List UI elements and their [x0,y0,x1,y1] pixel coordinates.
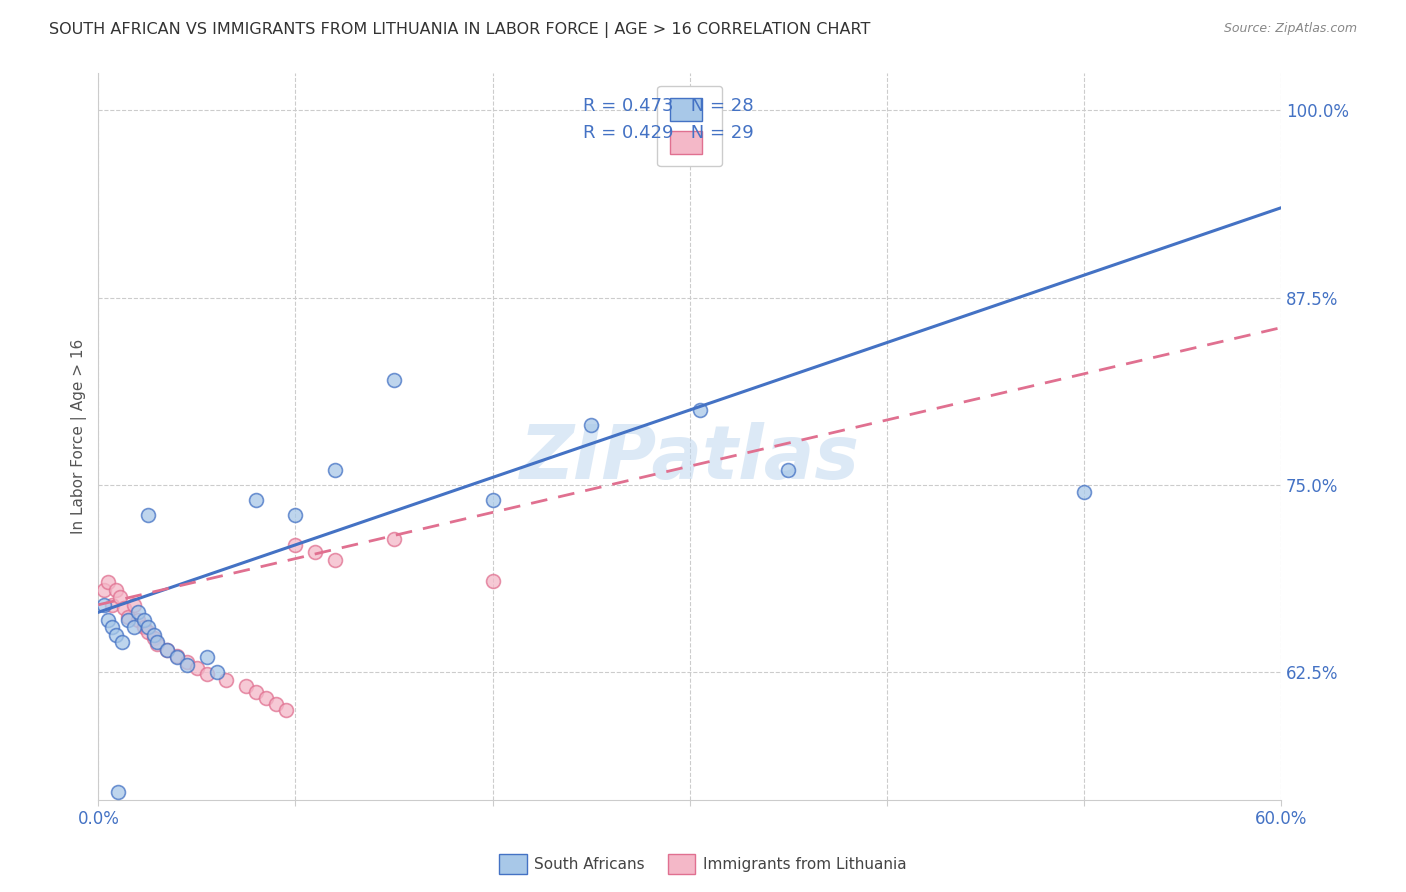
Text: R = 0.429   N = 29: R = 0.429 N = 29 [583,124,754,142]
Point [146,635,169,649]
Text: ZIPatlas: ZIPatlas [520,422,859,494]
Point [136,508,159,522]
Point [108,591,131,605]
Point [323,553,346,567]
Point [245,684,267,698]
Point [176,655,198,669]
Text: R = 0.473   N = 28: R = 0.473 N = 28 [583,96,754,115]
Point [1073,485,1095,500]
Point [304,545,326,559]
Legend: , : , [657,86,723,166]
Point [205,665,228,680]
Point [122,620,145,634]
Point [112,600,135,615]
Point [132,620,155,634]
Point [132,613,155,627]
Point [97,613,120,627]
Text: Source: ZipAtlas.com: Source: ZipAtlas.com [1223,22,1357,36]
Point [101,620,124,634]
Point [142,628,165,642]
Point [142,631,165,645]
Point [166,650,188,665]
Point [778,463,800,477]
Point [186,661,208,675]
Point [481,492,503,507]
Point [111,635,134,649]
Point [284,508,307,522]
Legend: South Africans, Immigrants from Lithuania: South Africans, Immigrants from Lithuani… [494,848,912,880]
Point [127,605,149,619]
Point [284,538,307,552]
Point [127,613,149,627]
Point [156,642,179,657]
Point [323,463,346,477]
Point [254,690,277,705]
Point [107,785,129,799]
Point [245,492,267,507]
Point [117,613,139,627]
Point [481,574,503,588]
Point [122,598,145,612]
Point [264,697,287,711]
Point [101,598,124,612]
Point [195,666,218,681]
Point [689,403,711,417]
Point [156,642,179,657]
Point [215,673,238,687]
Point [146,637,169,651]
Point [235,679,257,693]
Point [382,373,405,387]
Text: SOUTH AFRICAN VS IMMIGRANTS FROM LITHUANIA IN LABOR FORCE | AGE > 16 CORRELATION: SOUTH AFRICAN VS IMMIGRANTS FROM LITHUAN… [49,22,870,38]
Point [579,417,602,432]
Point [105,628,128,642]
Point [105,582,128,597]
Point [166,648,188,663]
Point [176,657,198,672]
Point [136,620,159,634]
Point [382,532,405,546]
Point [117,609,139,624]
Point [136,624,159,639]
Point [97,575,120,590]
Point [195,650,218,665]
Point [93,598,115,612]
Y-axis label: In Labor Force | Age > 16: In Labor Force | Age > 16 [72,339,87,534]
Point [274,703,297,717]
Point [93,582,115,597]
